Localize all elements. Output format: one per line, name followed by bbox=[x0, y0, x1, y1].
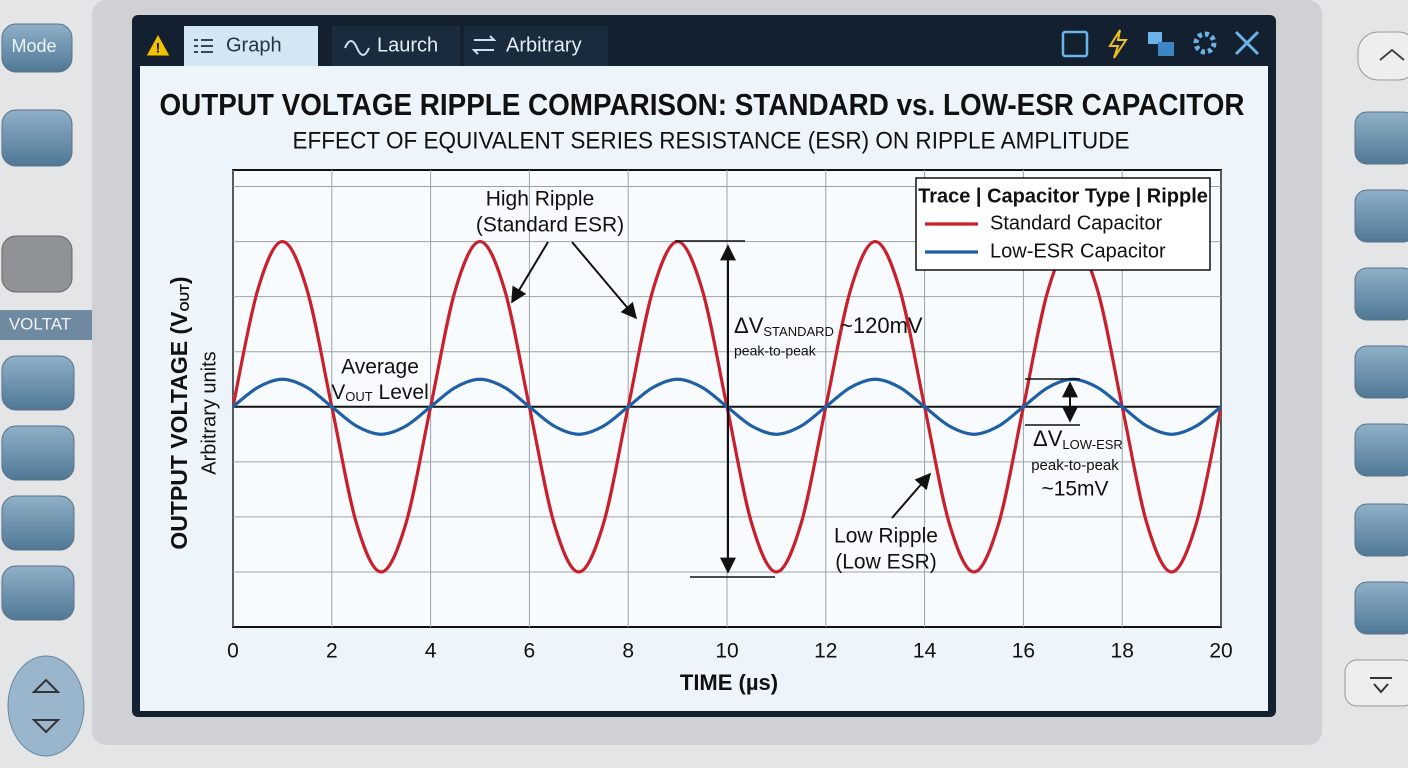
annotation-text: ΔV bbox=[1033, 426, 1063, 451]
x-axis-label: TIME (µs) bbox=[680, 670, 778, 695]
x-tick-label: 12 bbox=[814, 640, 837, 663]
side-button[interactable] bbox=[1354, 503, 1408, 557]
window-icon bbox=[1158, 42, 1174, 56]
down-button[interactable] bbox=[1344, 659, 1408, 707]
down-icon bbox=[31, 719, 61, 734]
annotation-text: Level bbox=[373, 381, 429, 404]
x-tick-label: 6 bbox=[524, 640, 536, 663]
annotation-text: ~120mV bbox=[834, 313, 923, 338]
voltage-label: VOLTAT bbox=[9, 314, 71, 333]
annotation-sub: OUT bbox=[345, 389, 373, 404]
chart-subtitle: EFFECT OF EQUIVALENT SERIES RESISTANCE (… bbox=[293, 127, 1130, 154]
tab[interactable] bbox=[332, 26, 460, 66]
voltage-strip bbox=[0, 310, 92, 340]
y-label-sub: OUT bbox=[177, 284, 192, 312]
annotation: ~15mV bbox=[1041, 478, 1108, 501]
mode-label: Mode bbox=[11, 36, 56, 56]
side-button[interactable] bbox=[1, 355, 75, 411]
annotation: Low Ripple bbox=[834, 525, 938, 548]
y-label-text: OUTPUT VOLTAGE (V bbox=[166, 311, 192, 550]
annotation: VOUT Level bbox=[331, 381, 429, 405]
close-icon[interactable] bbox=[1234, 30, 1260, 56]
annotation-text: ΔV bbox=[734, 313, 764, 338]
annotation-text: V bbox=[331, 381, 345, 404]
tab-label: Laurch bbox=[377, 34, 438, 56]
x-tick-label: 0 bbox=[227, 640, 239, 663]
tab[interactable] bbox=[464, 26, 608, 66]
side-button[interactable] bbox=[1, 425, 75, 481]
annotation: ΔVSTANDARD ~120mV bbox=[734, 313, 923, 340]
up-button[interactable] bbox=[1357, 31, 1408, 81]
x-tick-label: 10 bbox=[715, 640, 738, 663]
annotation-arrow bbox=[571, 241, 638, 320]
swap-icon bbox=[471, 35, 497, 55]
power-icon[interactable] bbox=[1108, 29, 1128, 59]
side-button[interactable] bbox=[1354, 267, 1408, 321]
x-tick-label: 4 bbox=[425, 640, 437, 663]
annotation-sub: STANDARD bbox=[763, 324, 834, 339]
legend: Trace | Capacitor Type | Ripple Standard … bbox=[915, 177, 1211, 271]
annotation: ΔVLOW-ESR bbox=[1033, 426, 1123, 453]
up-icon bbox=[1379, 48, 1405, 61]
warning-mark: ! bbox=[156, 40, 161, 56]
x-tick-label: 20 bbox=[1209, 640, 1232, 663]
annotation: High Ripple bbox=[486, 188, 595, 211]
tab-label: Arbitrary bbox=[506, 34, 582, 56]
side-button[interactable] bbox=[1, 109, 73, 167]
down-icon bbox=[1370, 677, 1392, 694]
side-button[interactable] bbox=[1354, 111, 1408, 165]
x-tick-label: 16 bbox=[1012, 640, 1035, 663]
nav-dial[interactable] bbox=[7, 655, 85, 757]
annotation-arrow bbox=[891, 472, 932, 519]
annotation: (Standard ESR) bbox=[476, 214, 624, 237]
x-tick-label: 2 bbox=[326, 640, 338, 663]
annotation: (Low ESR) bbox=[835, 551, 937, 574]
y-axis-note: Arbitrary units bbox=[198, 351, 220, 474]
side-button[interactable] bbox=[1, 235, 73, 293]
side-button[interactable] bbox=[1354, 423, 1408, 477]
mode-button[interactable] bbox=[1, 23, 73, 73]
y-label-end: ) bbox=[166, 276, 192, 284]
up-icon bbox=[31, 678, 61, 693]
side-button[interactable] bbox=[1354, 189, 1408, 243]
side-button[interactable] bbox=[1354, 345, 1408, 399]
window-icon[interactable] bbox=[1148, 32, 1162, 44]
x-tick-label: 14 bbox=[913, 640, 937, 663]
legend-label: Standard Capacitor bbox=[990, 212, 1163, 234]
annotation-note: peak-to-peak bbox=[1031, 457, 1119, 474]
x-tick-label: 8 bbox=[622, 640, 634, 663]
legend-title: Trace | Capacitor Type | Ripple bbox=[918, 185, 1208, 207]
legend-label: Low-ESR Capacitor bbox=[990, 240, 1166, 262]
annotation-arrow bbox=[511, 241, 549, 304]
save-icon[interactable] bbox=[1061, 30, 1089, 58]
x-tick-label: 18 bbox=[1111, 640, 1134, 663]
list-icon bbox=[194, 39, 213, 53]
side-button[interactable] bbox=[1354, 581, 1408, 635]
wave-icon bbox=[344, 40, 370, 56]
chart-title: OUTPUT VOLTAGE RIPPLE COMPARISON: STANDA… bbox=[160, 87, 1245, 122]
side-button[interactable] bbox=[1, 565, 75, 621]
y-axis-label: OUTPUT VOLTAGE (VOUT) bbox=[166, 276, 192, 549]
tab-label: Graph bbox=[226, 34, 282, 56]
annotation-note: peak-to-peak bbox=[734, 343, 817, 359]
side-button[interactable] bbox=[1, 495, 75, 551]
annotation-sub: LOW-ESR bbox=[1062, 437, 1122, 452]
settings-icon[interactable] bbox=[1193, 31, 1217, 55]
annotation: Average bbox=[341, 356, 419, 379]
warning-icon bbox=[145, 32, 171, 57]
